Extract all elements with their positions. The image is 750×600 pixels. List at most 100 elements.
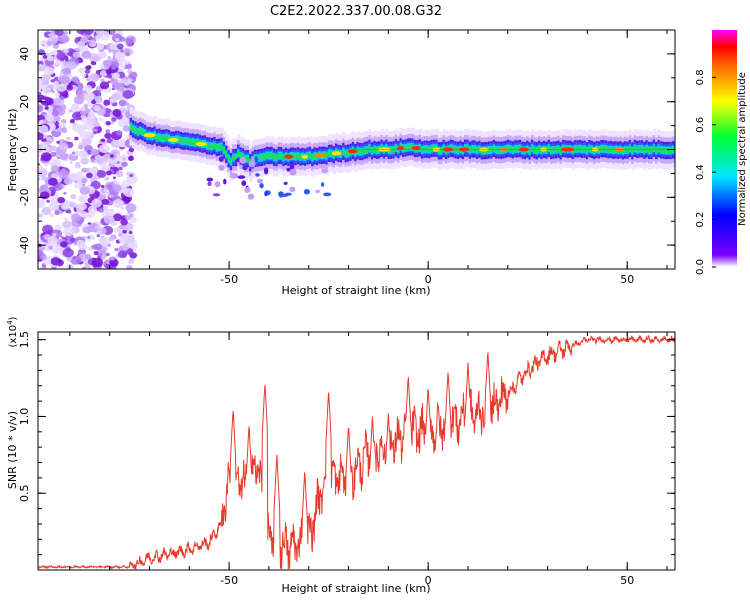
x-tick-label: 50 — [620, 273, 634, 286]
spectral-band-cell — [342, 148, 346, 155]
spectral-band-cell — [344, 151, 349, 157]
colorbar-ticks: 0.0 0.2 0.4 0.6 0.8 — [695, 69, 716, 275]
noise-blob — [116, 43, 124, 50]
noise-blob — [54, 210, 60, 215]
spectral-band-cell — [361, 149, 365, 155]
noise-blob — [87, 238, 91, 242]
spectral-band-cell — [528, 148, 533, 154]
noise-blob — [50, 79, 55, 83]
noise-blob — [38, 213, 43, 218]
noise-blob — [51, 90, 55, 94]
spectral-blob — [207, 181, 212, 186]
noise-blob — [66, 84, 74, 91]
noise-blob — [115, 38, 120, 42]
spectral-blob — [315, 189, 320, 194]
spectral-band-cell — [260, 154, 265, 160]
spectral-band-cell — [155, 135, 160, 141]
colorbar-tick-label: 0.6 — [695, 117, 706, 133]
noise-blob — [106, 253, 110, 256]
noise-blob — [83, 216, 87, 219]
noise-blob — [69, 172, 79, 181]
noise-blob — [86, 172, 93, 179]
spectral-band-cell — [628, 145, 633, 152]
spectral-band-cell — [664, 148, 669, 154]
noise-blob — [50, 151, 57, 157]
noise-blob — [79, 186, 91, 195]
spectral-band-cell — [370, 148, 375, 154]
noise-blob — [50, 165, 60, 173]
colorbar-tick-label: 0.0 — [695, 259, 706, 275]
spectral-blob — [223, 178, 227, 185]
noise-blob — [84, 69, 91, 74]
noise-blob — [79, 150, 88, 158]
spectral-band-cell — [514, 146, 518, 152]
spectral-band-cell — [366, 147, 370, 153]
spectral-band-cell — [265, 152, 270, 158]
noise-blob — [129, 173, 134, 177]
spectral-band-cell — [655, 147, 659, 154]
noise-blob — [94, 159, 98, 163]
noise-blob — [115, 170, 124, 178]
noise-blob — [84, 263, 90, 268]
spectral-band-cell — [492, 145, 497, 152]
figure-title: C2E2.2022.337.00.08.G32 — [270, 4, 442, 19]
spectral-band-cell — [363, 147, 368, 153]
noise-blob — [118, 235, 129, 245]
noise-blob — [83, 92, 95, 102]
noise-blob — [110, 77, 119, 85]
noise-blob — [105, 69, 112, 75]
spectral-band-cell — [358, 148, 363, 155]
colorbar-label: Normalized spectral amplitude — [737, 72, 748, 226]
noise-blob — [106, 184, 113, 189]
noise-blob — [40, 152, 52, 162]
noise-blob — [105, 208, 115, 217]
noise-blob — [117, 250, 127, 259]
spectral-band-cell — [292, 153, 296, 159]
noise-blob — [76, 239, 86, 248]
noise-blob — [116, 130, 123, 136]
noise-blob — [126, 197, 130, 200]
noise-blob — [103, 189, 108, 193]
noise-blob — [99, 30, 111, 41]
spectral-band-cell — [406, 144, 411, 150]
noise-blob — [63, 31, 68, 35]
noise-blob — [117, 79, 122, 83]
noise-blob — [52, 43, 60, 49]
spectral-band-cell — [134, 127, 138, 133]
noise-blob — [46, 115, 54, 123]
spectral-hotspot — [347, 149, 358, 154]
snr-scale-base: (x10 — [8, 325, 19, 348]
noise-blob — [81, 179, 86, 184]
noise-blob — [62, 168, 65, 171]
spectral-band-cell — [272, 154, 277, 160]
snr-ylabel: SNR (10 * v/v) — [6, 411, 19, 489]
noise-blob — [83, 30, 94, 36]
noise-blob — [93, 251, 99, 256]
noise-blob — [74, 180, 78, 184]
noise-blob — [57, 169, 69, 179]
colorbar: 0.0 0.2 0.4 0.6 0.8 Normalized spectral ampl… — [695, 30, 748, 275]
noise-blob — [39, 143, 43, 147]
noise-blob — [108, 50, 112, 53]
noise-blob — [38, 63, 43, 68]
spectral-band-cell — [643, 147, 647, 153]
spectral-band-cell — [652, 145, 657, 151]
noise-blob — [96, 170, 107, 178]
spectral-blob — [254, 156, 259, 163]
noise-blob — [70, 255, 82, 265]
noise-blob — [54, 30, 64, 36]
noise-blob — [108, 236, 114, 242]
spectral-band-cell — [182, 138, 186, 144]
noise-blob — [100, 255, 106, 260]
snr-axes: -50 0 50 0.5 1.0 1.5 — [18, 331, 675, 587]
noise-blob — [94, 225, 100, 230]
noise-blob — [122, 90, 134, 99]
noise-blob — [103, 99, 111, 106]
spectral-blob — [248, 160, 256, 168]
noise-blob — [99, 70, 108, 77]
noise-blob — [126, 41, 133, 47]
noise-blob — [80, 106, 86, 112]
spectral-blob — [206, 177, 213, 182]
spectral-band-cell — [222, 147, 227, 153]
noise-blob — [125, 52, 130, 57]
